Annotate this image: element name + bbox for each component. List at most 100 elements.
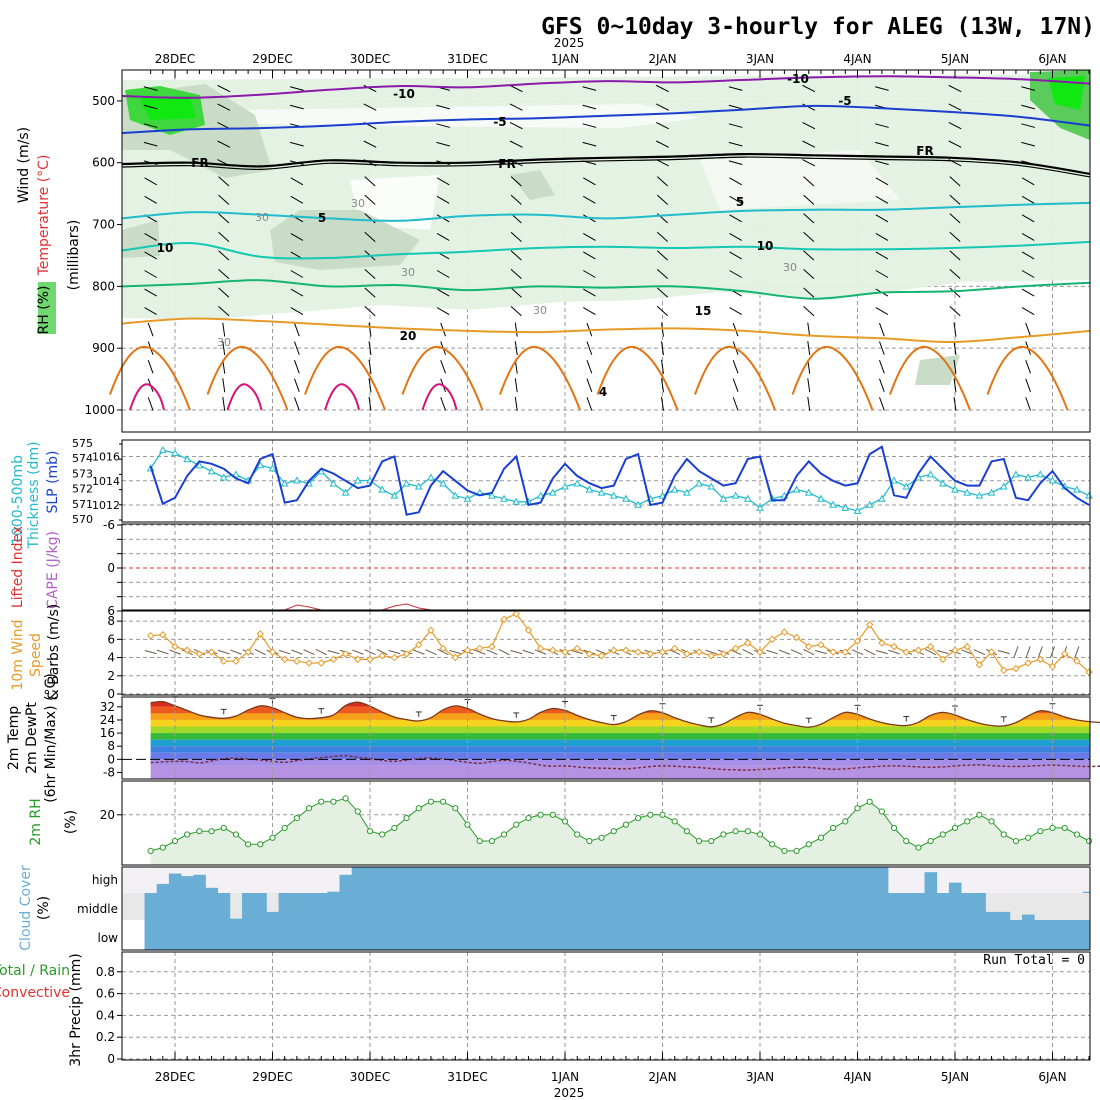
temp-band (150, 752, 1090, 760)
wind-speed-marker (646, 650, 655, 658)
wind-barb (807, 396, 811, 411)
cloud-cell-low (778, 920, 791, 950)
cloud-cell-middle (1022, 914, 1035, 920)
day-label-bottom: 30DEC (350, 1070, 390, 1084)
isotherm-25 (694, 345, 776, 411)
contour-label: 30 (533, 304, 547, 317)
rh-marker (708, 837, 715, 845)
cloud-cell-low (302, 920, 316, 950)
wind-barb (144, 177, 157, 186)
thickness-marker (183, 455, 192, 463)
cloud-cell-low (497, 920, 511, 950)
wind-barb (803, 213, 815, 224)
isotherm-20 (121, 317, 1091, 344)
precip-axis-label: 3hr Precip (mm) (68, 953, 84, 1066)
wind-speed-marker (707, 652, 715, 660)
cloud-cell-high (424, 867, 438, 893)
surface-wind-barb (303, 649, 315, 655)
wind-barb (874, 141, 889, 147)
wind-barb (803, 287, 815, 298)
wind-speed-marker (305, 659, 313, 667)
rh-marker (1073, 831, 1080, 838)
wind-barb (953, 396, 957, 411)
wind-barb (729, 232, 742, 241)
cloud-cell-low (290, 920, 304, 950)
wind-barb (218, 250, 230, 261)
wind-barb (368, 322, 372, 337)
surface-wind-barb (851, 649, 864, 655)
cloud-cell-middle (571, 893, 584, 920)
cloud-cell-low (985, 920, 999, 950)
wind-barb (147, 322, 154, 337)
rh-marker (793, 847, 800, 854)
wind-barb (656, 159, 669, 167)
wind-barb (510, 306, 522, 317)
wind-speed-marker (488, 642, 496, 651)
wind-barb (732, 378, 739, 393)
isotherm-FR (121, 152, 1091, 175)
wind-barb (436, 270, 450, 278)
surface-wind-barb (230, 649, 242, 655)
thickness-marker (1036, 470, 1045, 478)
rh-marker (147, 847, 154, 854)
thickness-marker (963, 488, 972, 496)
surface-wind-barb (412, 649, 425, 655)
contour-label: -10 (393, 87, 415, 101)
stability-tick-label: 0 (107, 561, 115, 575)
cloud-cell-low (1058, 920, 1072, 950)
wind-barb (948, 103, 962, 111)
surface-wind-barb (961, 649, 973, 655)
cloud-cell-high (619, 867, 633, 893)
wind-barb (582, 141, 597, 147)
cloud-cell-high (193, 874, 206, 893)
rh-marker (720, 831, 727, 838)
cloud-cell-high (546, 867, 560, 893)
cloud-cell-middle (278, 893, 292, 920)
wind-barb (1025, 397, 1031, 411)
wind-barb (222, 341, 226, 356)
wind-barb (440, 359, 446, 374)
isotherm--5 (121, 104, 1091, 135)
wind-speed-marker (878, 639, 886, 647)
cloud-cell-middle (376, 893, 389, 920)
cloud-cell-high (814, 867, 828, 893)
wind-barb (583, 195, 596, 204)
wind-barb (729, 214, 742, 223)
thickness-marker (999, 482, 1008, 490)
cloud-cell-middle (887, 893, 901, 920)
wind-barb (436, 195, 450, 204)
cloud-cell-middle (266, 911, 279, 920)
wind-speed-marker (622, 646, 630, 654)
wind-barb (586, 341, 593, 355)
precip-tick-label: 0.6 (96, 987, 115, 1001)
wind-barb (879, 341, 885, 355)
rh-marker (659, 811, 666, 818)
cloud-cell-middle (790, 893, 804, 920)
cloud-cell-middle (168, 893, 182, 920)
cloud-cell-low (461, 920, 474, 950)
rh-marker (1085, 837, 1093, 845)
rh-marker (830, 824, 837, 832)
thickness-axis-label: Thickness (dm) (26, 441, 42, 549)
cloud-cell-low (924, 920, 938, 950)
cloud-cell-high (497, 867, 511, 893)
surface-wind-barb (925, 648, 937, 656)
cloud-cell-low (437, 920, 450, 950)
rh-marker (574, 831, 581, 838)
cloud-cell-middle (766, 893, 779, 920)
wind-barb (729, 307, 742, 316)
surface-wind-barb (997, 650, 1010, 655)
upper-air-frame (121, 69, 1091, 433)
day-label-top: 3JAN (746, 52, 774, 66)
cloud-cell-middle (875, 893, 889, 920)
rh-marker (866, 798, 873, 805)
rh-marker (330, 798, 337, 805)
2m-temp-tick-label: 24 (100, 713, 115, 727)
rh-marker (281, 824, 288, 832)
thickness-marker (926, 470, 935, 478)
cloud-cell-high (510, 867, 523, 893)
isotherm-25 (986, 345, 1069, 411)
thickness-marker (561, 482, 569, 490)
wind-speed-marker (415, 641, 423, 649)
cloud-cell-high (437, 867, 450, 893)
